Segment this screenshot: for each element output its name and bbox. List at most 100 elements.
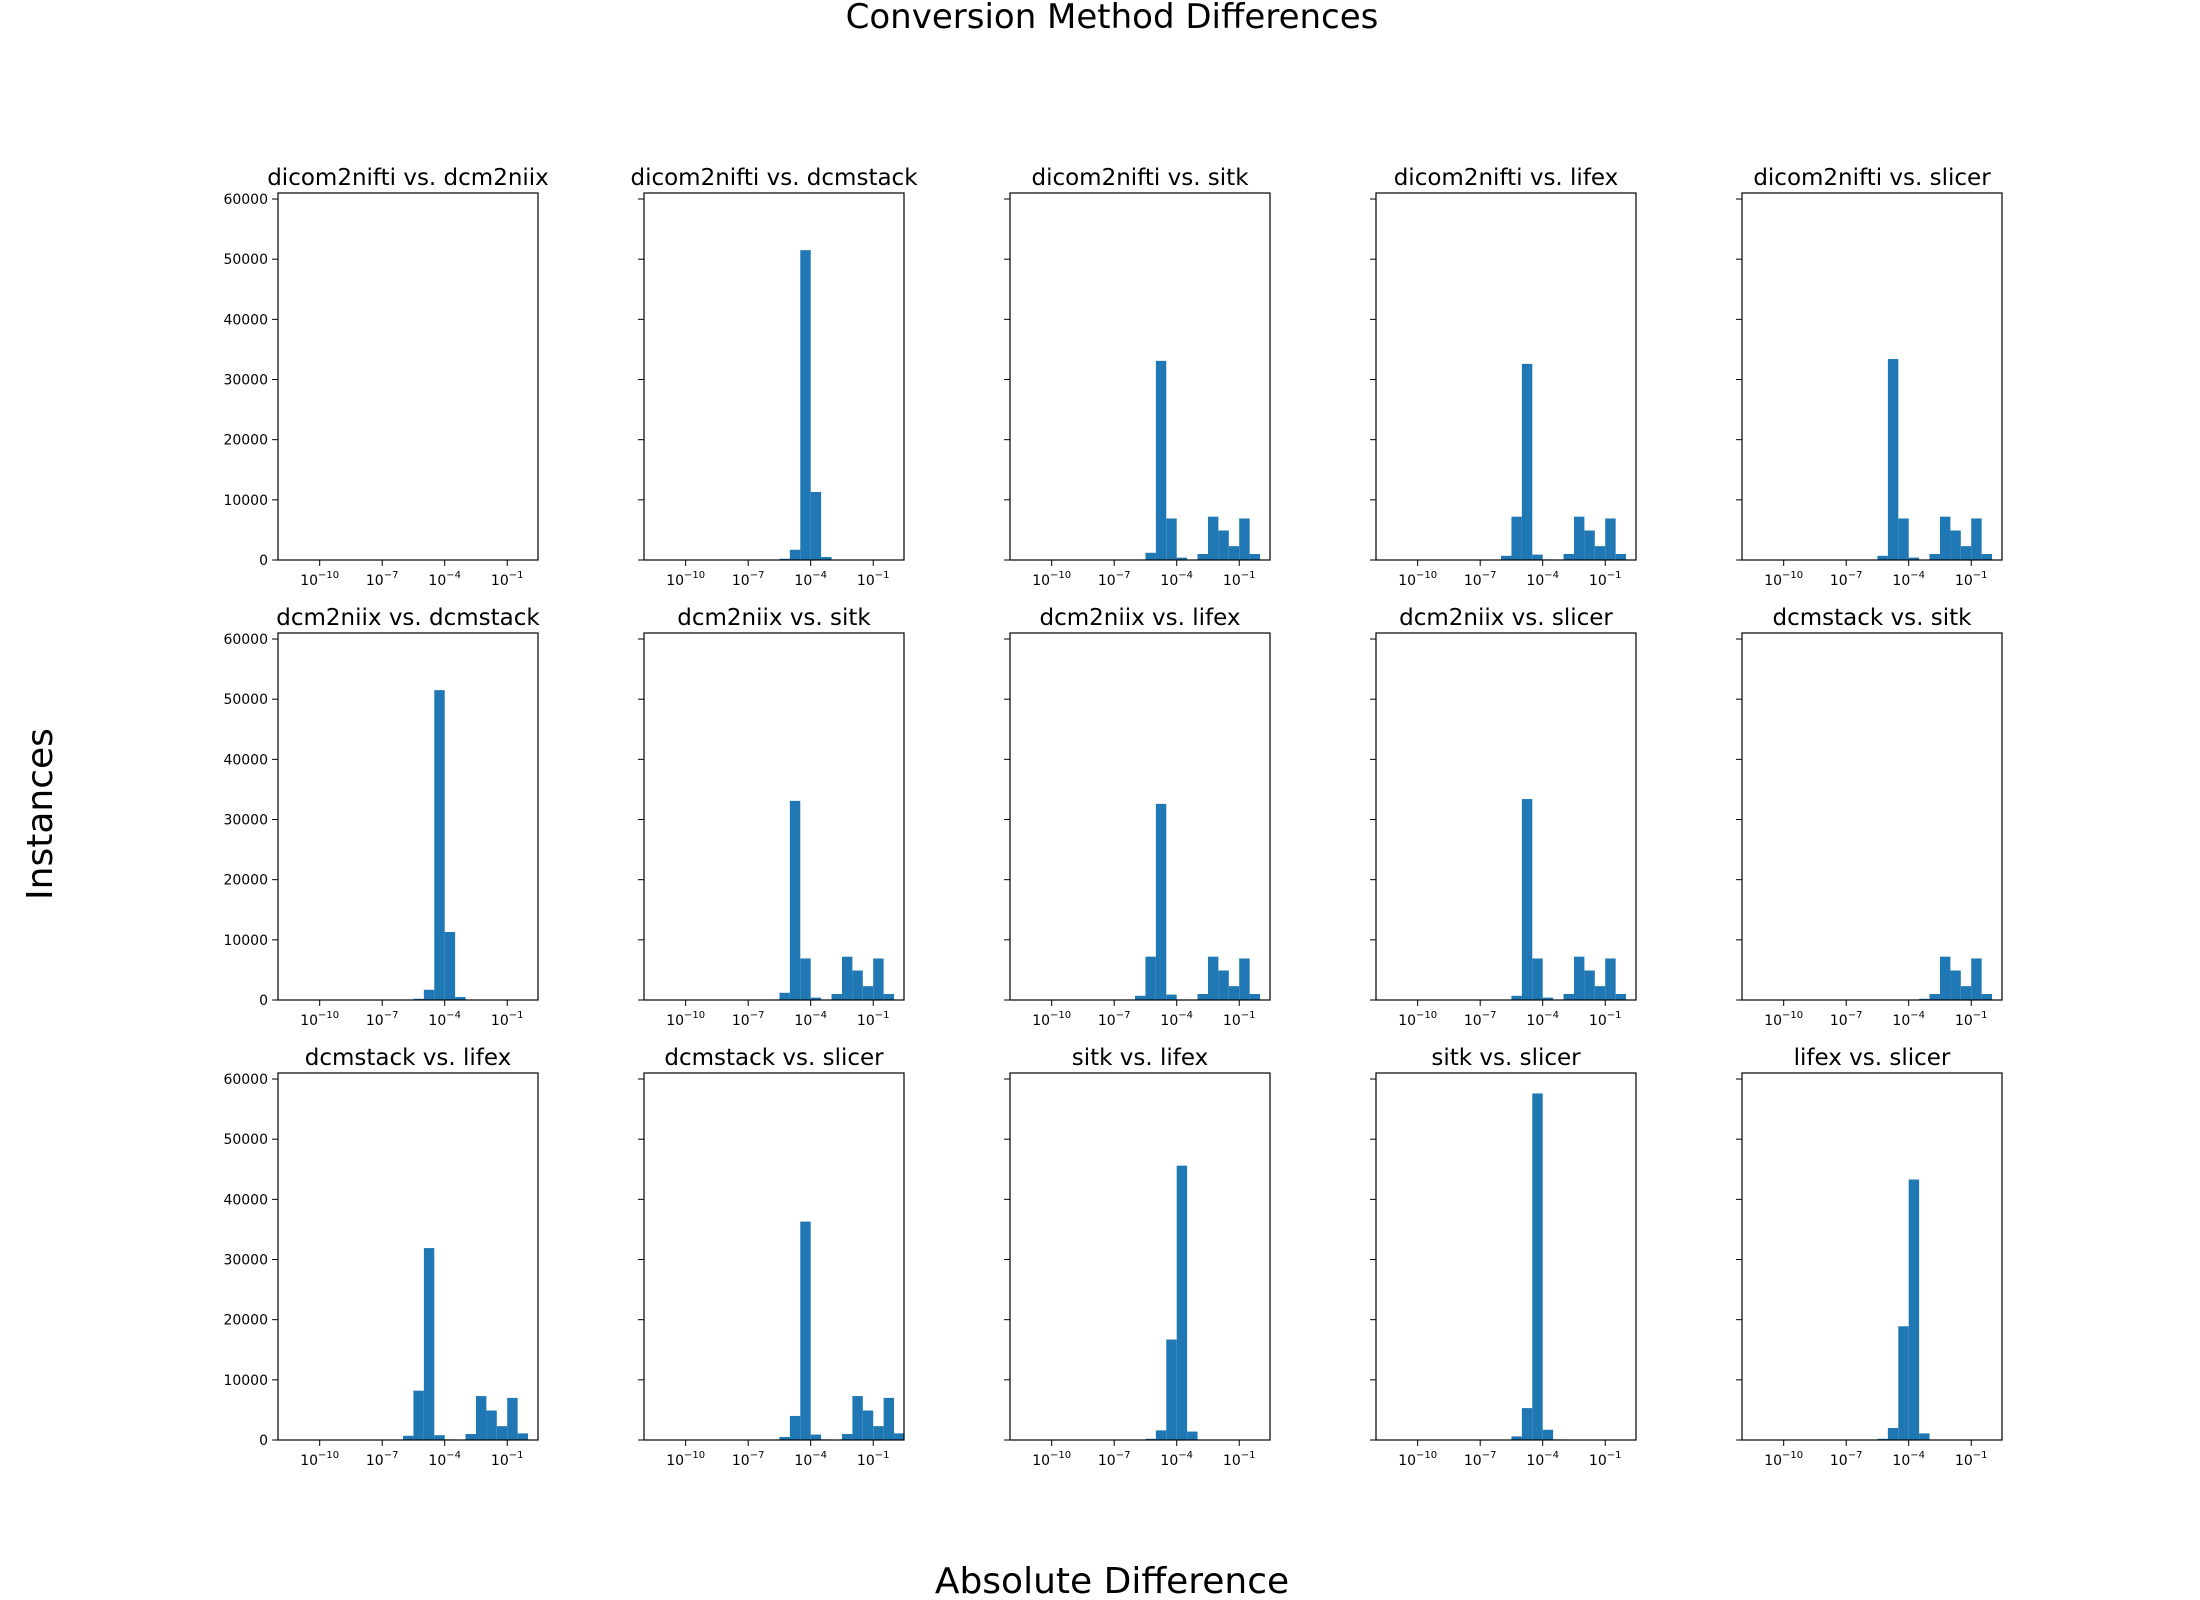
histogram-bar [1145, 1438, 1156, 1440]
panel-title: dicom2nifti vs. dcmstack [630, 165, 918, 191]
x-tick-label: 10−10 [300, 570, 339, 589]
histogram-bar [1166, 994, 1177, 1000]
x-tick-label: 10−10 [1764, 570, 1803, 589]
x-tick-label: 10−1 [857, 1010, 890, 1029]
x-tick-label: 10−10 [1032, 570, 1071, 589]
histogram-bar [1950, 530, 1961, 560]
x-tick-label: 10−4 [1526, 1010, 1559, 1029]
histogram-bar [779, 1436, 790, 1440]
histogram-bar [1542, 1429, 1554, 1440]
x-tick-label: 10−4 [1526, 570, 1559, 589]
x-tick-label: 10−1 [1589, 1450, 1622, 1469]
y-tick-label: 10000 [223, 493, 268, 509]
x-tick-label: 10−1 [1955, 1450, 1988, 1469]
histogram-bar [1960, 986, 1972, 1000]
histogram-bar [789, 549, 801, 560]
y-tick-label: 0 [259, 993, 268, 1009]
panel-title: dcm2niix vs. dcmstack [276, 605, 540, 631]
histogram-bar [1594, 546, 1606, 560]
y-tick-label: 20000 [223, 433, 268, 449]
x-tick-label: 10−7 [366, 1010, 399, 1029]
y-tick-label: 20000 [223, 1313, 268, 1329]
histogram-bar [1615, 553, 1627, 560]
panel: dicom2nifti vs. dcm2niix 0 10000 20000 30000… [223, 165, 548, 589]
y-tick-label: 10000 [223, 1373, 268, 1389]
histogram-bar [1228, 986, 1240, 1000]
histogram-bar [883, 1397, 895, 1440]
histogram-bar [1929, 553, 1940, 560]
histogram-bar [1197, 993, 1208, 1000]
y-tick-label: 20000 [223, 873, 268, 889]
histogram-bar [1521, 1408, 1533, 1440]
histogram-bar [800, 958, 811, 1000]
histogram-bar [1239, 958, 1250, 1000]
histogram-bar [831, 993, 842, 1000]
y-tick-label: 40000 [223, 312, 268, 328]
histogram-bar [1155, 803, 1167, 1000]
histogram-bar [1877, 1438, 1888, 1440]
histogram-bar [423, 1248, 435, 1440]
histogram-bar [841, 956, 853, 1000]
panel: dcmstack vs. sitk 10−10 10−7 10−4 10−1 [1736, 605, 2003, 1029]
histogram-bar [1887, 359, 1899, 560]
panel: sitk vs. slicer 10−10 10−7 10−4 10−1 [1370, 1045, 1637, 1469]
axes-frame [1009, 1072, 1271, 1441]
histogram-bar [1532, 554, 1543, 560]
histogram-bar [1877, 555, 1888, 560]
histogram-bar [1135, 995, 1146, 1000]
x-tick-label: 10−1 [1223, 1010, 1256, 1029]
panel: dcm2niix vs. sitk 10−10 10−7 10−4 10−1 [638, 605, 905, 1029]
histogram-bar [1919, 1433, 1930, 1440]
x-tick-label: 10−10 [1764, 1450, 1803, 1469]
histogram-bar [475, 1396, 487, 1440]
figure-title: Conversion Method Differences [846, 0, 1379, 37]
x-tick-label: 10−1 [491, 570, 524, 589]
x-tick-label: 10−4 [1526, 1450, 1559, 1469]
histogram-bar [1563, 993, 1574, 1000]
panel: dcm2niix vs. dcmstack 0 10000 20000 30000 400… [223, 605, 540, 1029]
histogram-bar [403, 1435, 414, 1440]
panel-title: dcmstack vs. lifex [305, 1045, 511, 1071]
histogram-bar [1594, 986, 1606, 1000]
histogram-bar [789, 800, 801, 1000]
x-tick-label: 10−4 [794, 1010, 827, 1029]
histogram-bar [1176, 1165, 1188, 1440]
histogram-bar [862, 1410, 874, 1440]
x-tick-label: 10−4 [794, 1450, 827, 1469]
histogram-bar [1521, 363, 1533, 560]
histogram-bar [1166, 518, 1177, 560]
x-tick-label: 10−4 [1160, 1010, 1193, 1029]
y-tick-label: 60000 [223, 192, 268, 208]
x-tick-label: 10−10 [666, 1010, 705, 1029]
panel-title: sitk vs. lifex [1072, 1045, 1208, 1071]
panel-title: sitk vs. slicer [1431, 1045, 1581, 1071]
histogram-bar [507, 1397, 518, 1440]
histogram-bar [1166, 1339, 1177, 1440]
histogram-bar [1584, 970, 1595, 1000]
histogram-bar [841, 1433, 853, 1440]
histogram-bar [1573, 956, 1585, 1000]
histogram-bar [852, 1396, 863, 1440]
histogram-bar [517, 1433, 529, 1440]
histogram-bar [810, 492, 822, 560]
x-tick-label: 10−7 [1464, 570, 1497, 589]
histogram-bar [1971, 958, 1982, 1000]
axes-frame [643, 1072, 905, 1441]
axes-frame [1009, 192, 1271, 561]
histogram-bar [1155, 360, 1167, 560]
panel: dicom2nifti vs. slicer 10−10 10−7 10−4 10−1 [1736, 165, 2003, 589]
histogram-bar [821, 556, 832, 560]
histogram-bar [1218, 530, 1229, 560]
histogram-bar [1249, 553, 1261, 560]
x-tick-label: 10−1 [857, 570, 890, 589]
histogram-bar [1981, 993, 1993, 1000]
x-tick-label: 10−10 [300, 1450, 339, 1469]
histogram-bar [1501, 555, 1512, 560]
x-tick-label: 10−4 [1160, 1450, 1193, 1469]
histogram-bar [800, 250, 811, 560]
y-tick-label: 50000 [223, 252, 268, 268]
axes-frame [1375, 192, 1637, 561]
histogram-bar [1207, 516, 1219, 560]
panel: dcmstack vs. lifex 0 10000 20000 30000 40000 5… [223, 1045, 539, 1469]
histogram-bar [486, 1410, 497, 1440]
